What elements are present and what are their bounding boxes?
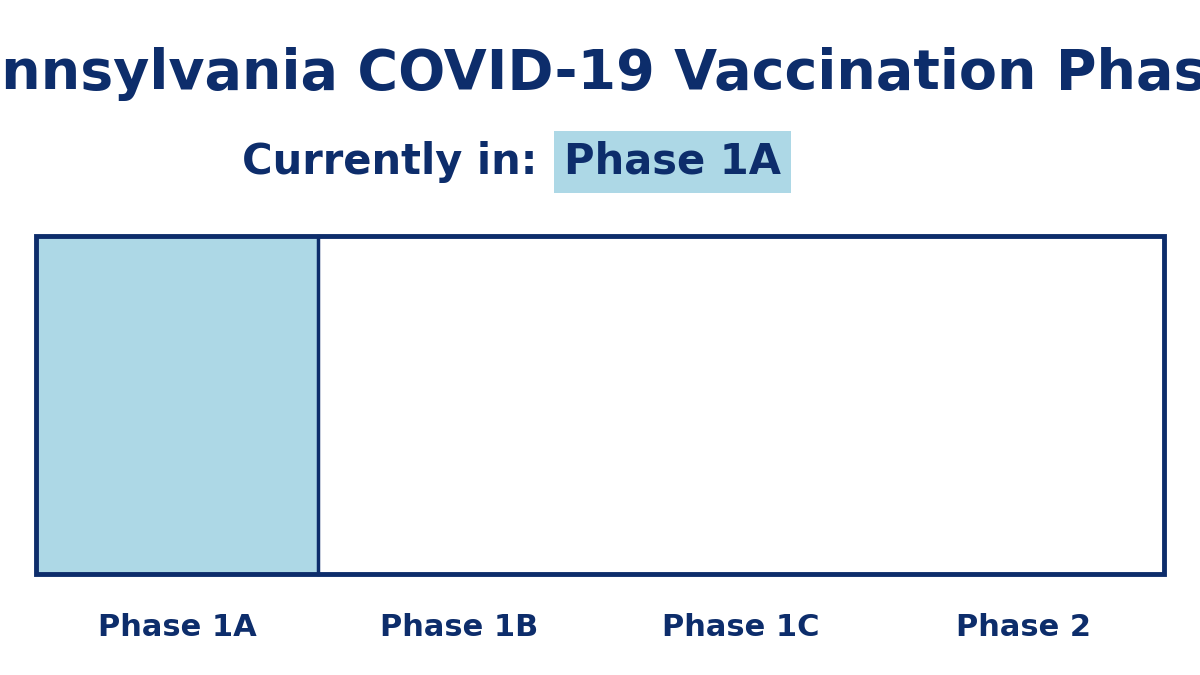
Text: Phase 1B: Phase 1B <box>380 614 538 642</box>
Text: Phase 2: Phase 2 <box>955 614 1091 642</box>
Text: Phase 1C: Phase 1C <box>662 614 820 642</box>
Text: Phase 1A: Phase 1A <box>564 141 781 183</box>
Text: Pennsylvania COVID-19 Vaccination Phases: Pennsylvania COVID-19 Vaccination Phases <box>0 47 1200 101</box>
Text: Phase 1A: Phase 1A <box>97 614 257 642</box>
Text: Currently in:: Currently in: <box>242 141 552 183</box>
